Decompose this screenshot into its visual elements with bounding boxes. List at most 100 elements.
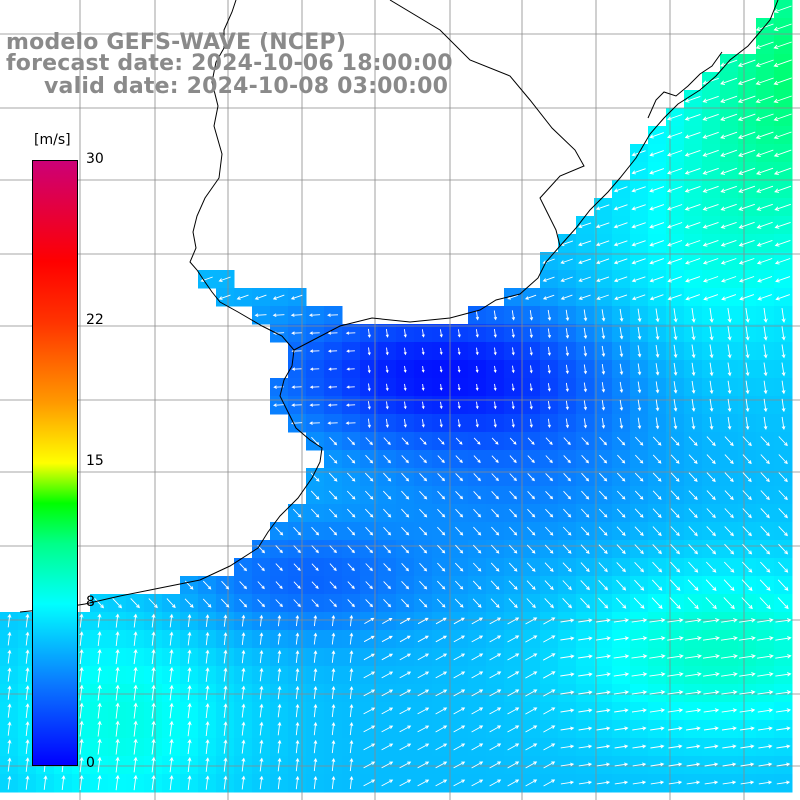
wind-arrow xyxy=(309,331,320,335)
wind-arrow xyxy=(489,635,502,643)
wind-arrow xyxy=(757,654,774,659)
wind-arrow xyxy=(691,417,696,430)
wind-arrow xyxy=(778,436,788,447)
wind-arrow xyxy=(399,635,411,643)
wind-arrow xyxy=(471,635,484,643)
wind-arrow xyxy=(673,417,678,430)
wind-arrow xyxy=(403,347,407,356)
wind-arrow xyxy=(364,472,374,482)
wind-arrow xyxy=(381,725,394,733)
wind-arrow xyxy=(187,649,192,664)
wind-arrow xyxy=(439,347,443,356)
wind-arrow xyxy=(241,739,246,754)
wind-arrow xyxy=(601,309,606,322)
wind-arrow xyxy=(525,653,538,661)
wind-arrow xyxy=(652,561,663,573)
wind-arrow xyxy=(419,508,428,518)
wind-arrow xyxy=(403,401,407,410)
wind-arrow xyxy=(562,526,572,536)
wind-arrow xyxy=(328,454,338,464)
wind-arrow xyxy=(631,276,646,283)
wind-arrow xyxy=(741,561,753,573)
wind-arrow xyxy=(313,668,318,682)
wind-arrow xyxy=(331,685,336,700)
wind-arrow xyxy=(652,472,662,482)
wind-arrow xyxy=(685,672,702,677)
wind-arrow xyxy=(601,400,606,411)
wind-arrow xyxy=(578,780,593,785)
wind-arrow xyxy=(309,403,320,407)
wind-arrow xyxy=(133,666,138,683)
wind-arrow xyxy=(667,258,683,265)
wind-arrow xyxy=(706,543,717,555)
wind-arrow xyxy=(778,526,788,537)
wind-arrow xyxy=(773,113,792,122)
wind-arrow xyxy=(331,739,336,754)
wind-arrow xyxy=(578,276,591,283)
wind-arrow xyxy=(738,239,755,247)
wind-arrow xyxy=(583,364,588,375)
wind-arrow xyxy=(277,632,282,645)
wind-arrow xyxy=(417,653,430,661)
wind-arrow xyxy=(293,581,301,589)
wind-arrow xyxy=(773,5,792,14)
wind-arrow xyxy=(565,400,569,411)
wind-arrow xyxy=(565,328,570,339)
wind-arrow xyxy=(365,454,374,464)
wind-arrow xyxy=(673,326,678,341)
wind-arrow xyxy=(133,684,138,701)
wind-arrow xyxy=(673,381,678,394)
wind-arrow xyxy=(489,707,502,715)
wind-arrow xyxy=(616,526,626,536)
wind-arrow xyxy=(667,132,683,139)
wind-arrow xyxy=(652,544,662,555)
wind-arrow xyxy=(778,454,788,465)
wind-arrow xyxy=(667,150,683,157)
wind-arrow xyxy=(583,382,588,393)
wind-arrow xyxy=(79,631,84,646)
wind-arrow xyxy=(705,597,717,610)
wind-arrow xyxy=(435,761,448,769)
wind-arrow xyxy=(507,689,520,697)
wind-arrow xyxy=(115,631,120,646)
wind-arrow xyxy=(667,672,684,677)
wind-arrow xyxy=(703,726,719,731)
wind-arrow xyxy=(619,399,624,411)
wind-arrow xyxy=(455,508,464,518)
wind-arrow xyxy=(578,744,593,749)
wind-arrow xyxy=(277,685,282,700)
wind-arrow xyxy=(547,309,552,321)
wind-arrow xyxy=(684,185,701,193)
wind-arrow xyxy=(637,417,642,430)
wind-arrow xyxy=(439,401,443,410)
wind-arrow xyxy=(417,761,430,769)
wind-arrow xyxy=(691,399,696,412)
wind-arrow xyxy=(25,631,30,646)
wind-arrow xyxy=(403,365,407,373)
wind-arrow xyxy=(328,385,338,389)
wind-arrow xyxy=(776,726,791,731)
wind-arrow xyxy=(115,720,120,737)
wind-arrow xyxy=(560,762,575,767)
wind-arrow xyxy=(721,708,738,713)
wind-arrow xyxy=(702,203,719,211)
wind-arrow xyxy=(652,508,662,518)
wind-arrow xyxy=(778,490,788,501)
wind-arrow xyxy=(691,380,696,394)
wind-arrow xyxy=(601,382,606,393)
wind-arrow xyxy=(328,508,338,518)
wind-arrow xyxy=(684,654,702,659)
wind-arrow xyxy=(133,631,138,646)
wind-arrow xyxy=(760,454,770,465)
wind-arrow xyxy=(578,762,593,767)
wind-arrow xyxy=(595,654,612,659)
wind-arrow xyxy=(399,707,412,715)
wind-arrow xyxy=(758,744,773,749)
wind-arrow xyxy=(453,617,465,625)
wind-arrow xyxy=(773,59,792,68)
wind-arrow xyxy=(364,508,374,518)
wind-arrow xyxy=(737,95,756,104)
wind-arrow xyxy=(596,294,609,300)
wind-arrow xyxy=(650,726,665,731)
wind-arrow xyxy=(686,762,701,767)
